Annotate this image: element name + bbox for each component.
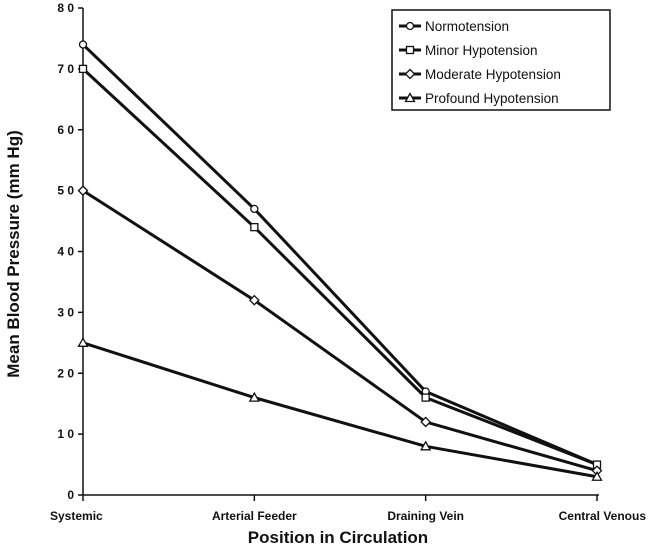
x-axis-title: Position in Circulation (248, 528, 428, 547)
data-point-circle (405, 21, 415, 31)
series-profound-hypotension (77, 336, 603, 481)
legend: Normotension Minor Hypotension Moderate Hy… (391, 9, 611, 111)
legend-item: Moderate Hypotension (399, 67, 561, 82)
data-point-square (421, 393, 430, 402)
x-tick-label: Systemic (50, 509, 103, 523)
y-tick-label: 2 0 (57, 366, 74, 380)
series-line (81, 43, 598, 466)
data-point-square (250, 222, 259, 232)
data-point-triangle (420, 440, 432, 451)
data-point-diamond (420, 416, 432, 428)
data-point-diamond (77, 185, 89, 197)
x-tick-label: Central Venous (559, 509, 647, 523)
legend-item: Minor Hypotension (399, 43, 538, 58)
y-tick-label: 0 (67, 488, 74, 502)
x-tick-label: Draining Vein (387, 509, 464, 523)
legend-item: Normotension (399, 19, 509, 34)
x-axis-ticks: Systemic Arterial Feeder Draining Vein Cent… (50, 495, 646, 523)
y-axis-ticks: 0 1 0 2 0 3 0 4 0 5 0 6 0 7 0 8 0 (57, 1, 83, 502)
data-point-triangle (77, 336, 89, 347)
data-point-circle (250, 204, 259, 214)
series-line (82, 189, 598, 473)
legend-label: Minor Hypotension (425, 43, 538, 58)
data-point-square (405, 45, 415, 55)
legend-label: Moderate Hypotension (425, 67, 561, 82)
data-point-diamond (404, 68, 416, 80)
y-axis-title: Mean Blood Pressure (mm Hg) (4, 130, 23, 378)
legend-item: Profound Hypotension (399, 91, 559, 106)
y-tick-label: 5 0 (57, 184, 74, 198)
legend-box (391, 9, 611, 111)
data-point-triangle (404, 92, 416, 103)
legend-label: Normotension (425, 19, 509, 34)
data-point-triangle (248, 391, 260, 402)
series-moderate-hypotension (77, 185, 603, 477)
data-point-triangle (591, 470, 603, 481)
series-layer (77, 40, 603, 481)
data-point-square (78, 64, 88, 74)
series-minor-hypotension (78, 64, 602, 469)
x-tick-label: Arterial Feeder (212, 509, 297, 523)
series-line (81, 67, 598, 466)
y-tick-label: 4 0 (57, 245, 74, 259)
series-line (82, 341, 598, 479)
y-tick-label: 1 0 (57, 427, 74, 441)
data-point-circle (78, 40, 88, 49)
y-tick-label: 3 0 (57, 305, 74, 319)
y-tick-label: 6 0 (57, 123, 74, 137)
data-point-diamond (248, 294, 260, 306)
legend-label: Profound Hypotension (425, 91, 559, 106)
y-tick-label: 7 0 (57, 62, 74, 76)
y-tick-label: 8 0 (57, 1, 74, 15)
